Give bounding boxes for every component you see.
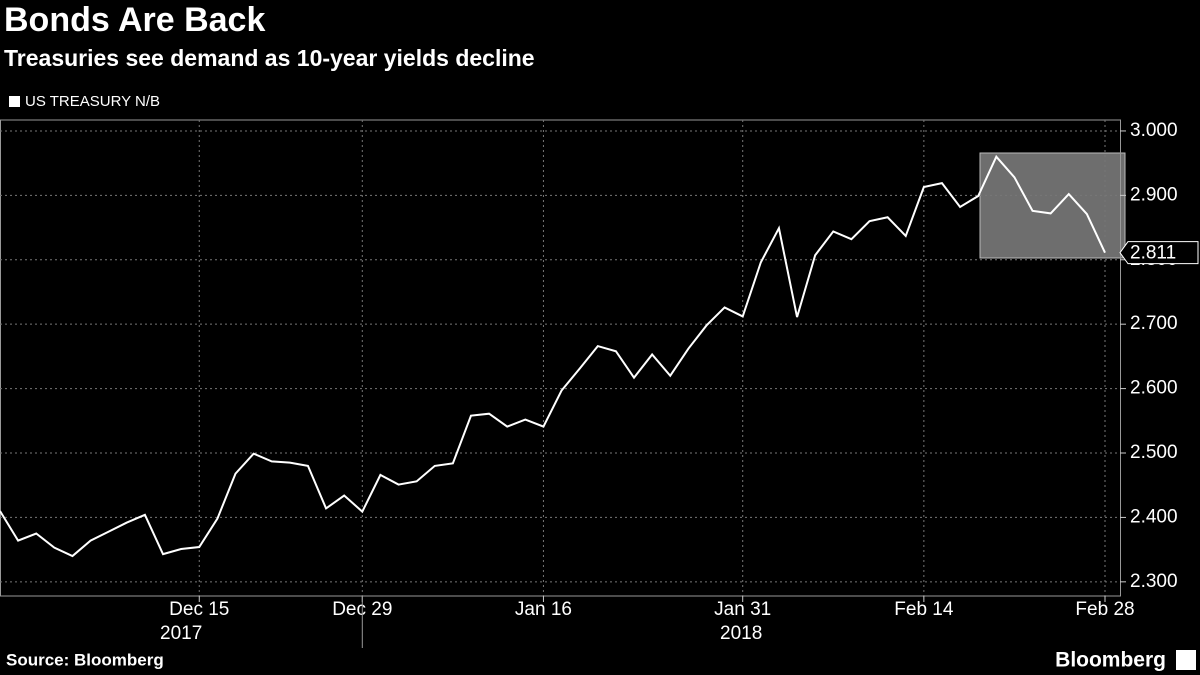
x-tick-label: Dec 15 (169, 599, 229, 620)
source: Source: Bloomberg (6, 650, 164, 669)
y-tick-label: 2.500 (1130, 442, 1178, 463)
legend-label: US TREASURY N/B (25, 93, 160, 110)
x-tick-label: Feb 28 (1075, 599, 1134, 620)
x-year-label: 2017 (160, 623, 202, 644)
y-tick-label: 2.600 (1130, 378, 1178, 399)
brand-icon (1176, 650, 1196, 670)
highlight-box (979, 152, 1126, 259)
y-tick-label: 2.700 (1130, 313, 1178, 334)
chart-title: Bonds Are Back (4, 1, 265, 39)
y-tick-label: 2.400 (1130, 506, 1178, 527)
x-year-label: 2018 (720, 623, 762, 644)
legend-swatch (9, 96, 20, 107)
line-series (0, 154, 1106, 558)
y-tick-label: 3.000 (1130, 120, 1178, 141)
last-value-pointer (1119, 241, 1199, 265)
plot-border (0, 119, 1121, 597)
chart-subtitle: Treasuries see demand as 10-year yields … (4, 45, 535, 71)
last-value-label: 2.811 (1130, 243, 1176, 264)
brand: Bloomberg (1055, 649, 1166, 672)
y-tick-label: 2.300 (1130, 571, 1178, 592)
x-tick-label: Jan 31 (714, 599, 771, 620)
y-tick-label: 2.900 (1130, 184, 1178, 205)
x-tick-label: Feb 14 (894, 599, 954, 620)
x-tick-label: Jan 16 (515, 599, 572, 620)
